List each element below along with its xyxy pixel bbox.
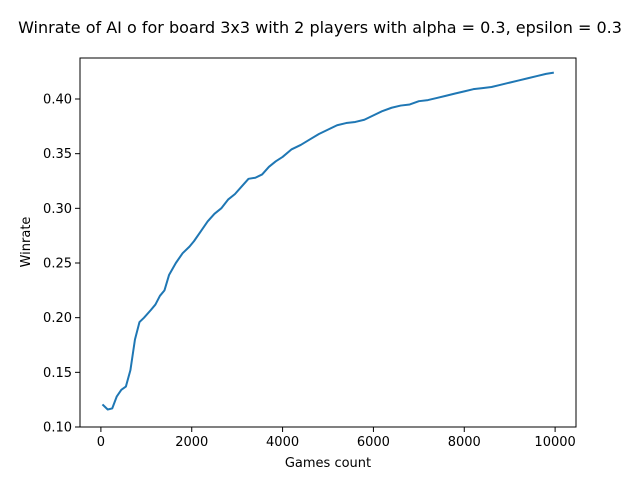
series-line xyxy=(101,71,554,411)
plot-frame xyxy=(79,57,577,428)
chart-title: Winrate of AI o for board 3x3 with 2 pla… xyxy=(18,18,622,37)
y-tick-label: 0.30 xyxy=(43,202,72,217)
y-tick-label: 0.25 xyxy=(43,257,72,272)
y-tick-label: 0.15 xyxy=(43,366,72,381)
x-tick-label: 0 xyxy=(97,435,105,450)
y-tick-label: 0.35 xyxy=(43,147,72,162)
y-tick-label: 0.40 xyxy=(43,93,72,108)
y-axis: 0.10 0.15 0.20 0.25 0.30 0.35 0.40 xyxy=(43,93,80,436)
x-tick-label: 6000 xyxy=(357,435,390,450)
x-axis: 0 2000 4000 6000 8000 10000 xyxy=(97,427,576,450)
x-tick-label: 10000 xyxy=(534,435,575,450)
y-tick-label: 0.20 xyxy=(43,311,72,326)
x-tick-label: 4000 xyxy=(266,435,299,450)
x-axis-title: Games count xyxy=(285,456,371,471)
x-tick-label: 8000 xyxy=(448,435,481,450)
x-tick-label: 2000 xyxy=(175,435,208,450)
y-axis-title: Winrate xyxy=(19,217,34,268)
plot-area xyxy=(101,71,554,411)
y-tick-label: 0.10 xyxy=(43,421,72,436)
